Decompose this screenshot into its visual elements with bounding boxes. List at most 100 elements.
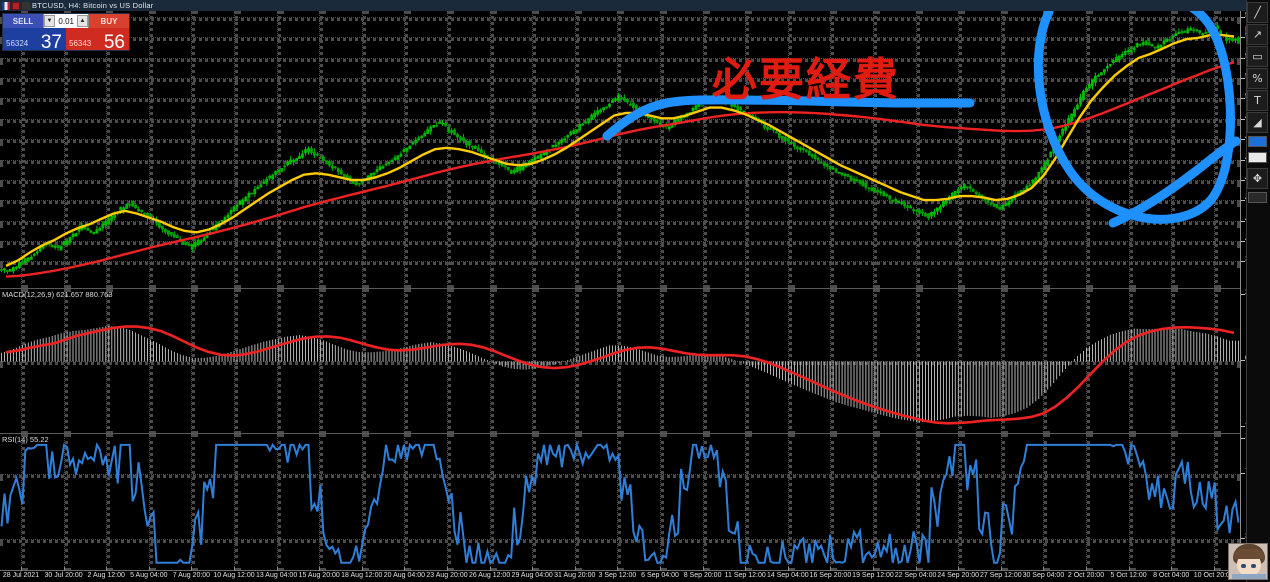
time-axis-label: 5 Aug 04:00 bbox=[130, 572, 168, 579]
time-axis-label: 16 Sep 20:00 bbox=[809, 572, 852, 579]
tick-dash bbox=[1241, 241, 1245, 243]
color-swatch-blue[interactable] bbox=[1248, 136, 1267, 147]
gridline-v bbox=[1171, 289, 1176, 434]
time-axis-tick bbox=[1086, 567, 1087, 571]
gridline-v bbox=[447, 11, 451, 288]
avatar-fringe bbox=[1234, 549, 1264, 559]
tick-dash bbox=[1241, 473, 1245, 474]
gridline-v bbox=[148, 434, 153, 571]
sell-button[interactable]: SELL bbox=[3, 14, 43, 28]
rsi-pane[interactable]: RSI(14) 55.22 bbox=[0, 433, 1240, 571]
volume-increment-button[interactable]: ▲ bbox=[77, 15, 88, 27]
window-title-bar: BTCUSD, H4: Bitcoin vs US Dollar bbox=[0, 0, 1270, 11]
window-title: BTCUSD, H4: Bitcoin vs US Dollar bbox=[32, 1, 154, 10]
buy-price-pips: 56 bbox=[103, 32, 125, 53]
buy-price-integer: 56343 bbox=[69, 39, 92, 48]
crosshair-tool[interactable]: ✥ bbox=[1247, 168, 1268, 189]
time-axis-label: 2 Aug 12:00 bbox=[87, 572, 125, 579]
gridline-v bbox=[1000, 11, 1005, 288]
gridline-v bbox=[787, 434, 792, 571]
time-axis-tick bbox=[873, 567, 874, 571]
avatar-eye-right bbox=[1251, 564, 1256, 568]
volume-value[interactable]: 0.01 bbox=[58, 16, 74, 26]
ma-fast-line bbox=[5, 33, 1235, 267]
gridline-v bbox=[148, 289, 153, 434]
macd-legend: MACD(12,26,9) 621.657 880.763 bbox=[2, 290, 113, 299]
gridline-v bbox=[915, 434, 920, 571]
rectangle-tool[interactable]: ▭ bbox=[1247, 46, 1268, 67]
time-axis-tick bbox=[830, 567, 832, 571]
gridline-v bbox=[1086, 11, 1090, 288]
tick-dash bbox=[1241, 438, 1245, 439]
trade-panel-prices: 56324 37 56343 56 bbox=[3, 28, 129, 53]
time-axis-label: 20 Aug 04:00 bbox=[383, 572, 426, 579]
volume-field[interactable]: ▼ 0.01 ▲ bbox=[43, 14, 89, 28]
gridline-v bbox=[319, 289, 324, 434]
time-axis-tick bbox=[21, 567, 22, 571]
macd-pane[interactable]: MACD(12,26,9) 621.657 880.763 bbox=[0, 288, 1240, 434]
eraser-tool[interactable]: ◢ bbox=[1247, 112, 1268, 133]
tick-dash bbox=[1241, 360, 1245, 361]
price-grid bbox=[0, 11, 1240, 288]
time-axis-label: 28 Jul 2021 bbox=[2, 572, 40, 579]
annotation-text: 必要経費 bbox=[712, 53, 901, 106]
time-axis-label: 29 Aug 04:00 bbox=[511, 572, 553, 579]
avatar-eye-left bbox=[1241, 564, 1246, 568]
time-axis-label: 3 Sep 12:00 bbox=[598, 572, 637, 579]
sell-price-pips: 37 bbox=[40, 32, 62, 53]
blue-circle-marker bbox=[1033, 11, 1235, 224]
gridline-v bbox=[745, 11, 750, 288]
time-axis-tick bbox=[1043, 567, 1045, 571]
gridline-v bbox=[1000, 434, 1005, 571]
sell-price-block[interactable]: 56324 37 bbox=[3, 28, 66, 53]
time-axis-tick bbox=[1171, 567, 1173, 571]
time-axis-label: 18 Aug 12:00 bbox=[341, 572, 383, 579]
color-swatch-dark[interactable] bbox=[1248, 192, 1267, 203]
volume-decrement-button[interactable]: ▼ bbox=[44, 15, 55, 27]
gridline-v bbox=[148, 11, 153, 288]
tick-dash bbox=[1241, 78, 1245, 80]
fibonacci-percent-tool[interactable]: % bbox=[1247, 68, 1268, 89]
candlestick-series bbox=[0, 23, 1240, 274]
gridline-v bbox=[915, 289, 920, 434]
trade-panel[interactable]: SELL ▼ 0.01 ▲ BUY 56324 37 56343 56 bbox=[2, 13, 130, 53]
gridline-v bbox=[660, 11, 664, 288]
time-axis-tick bbox=[489, 567, 491, 571]
sell-price-integer: 56324 bbox=[6, 39, 29, 48]
price-pane[interactable]: 必要経費 bbox=[0, 11, 1240, 288]
buy-button[interactable]: BUY bbox=[89, 14, 129, 28]
gridline-v bbox=[915, 11, 920, 288]
time-axis-tick bbox=[148, 567, 150, 571]
app-icon bbox=[12, 1, 20, 10]
text-tool[interactable]: T bbox=[1247, 90, 1268, 111]
ma-slow-line bbox=[5, 61, 1235, 278]
gridline-v bbox=[873, 11, 877, 288]
time-axis-tick bbox=[1213, 567, 1215, 571]
time-axis-label: 27 Sep 12:00 bbox=[979, 572, 1022, 579]
time-axis[interactable]: 28 Jul 2021 30 Jul 20:00 2 Aug 12:00 5 Aug … bbox=[0, 567, 1240, 582]
gridline-v bbox=[958, 434, 963, 571]
time-axis-tick bbox=[915, 567, 917, 571]
macd-grid bbox=[0, 289, 1240, 434]
color-swatch-white[interactable] bbox=[1248, 152, 1267, 163]
arrow-line-tool[interactable]: ↗ bbox=[1247, 24, 1268, 45]
gridline-v bbox=[1171, 11, 1176, 288]
tick-dash bbox=[1241, 426, 1245, 427]
tick-dash bbox=[1241, 37, 1245, 39]
buy-price-block[interactable]: 56343 56 bbox=[66, 28, 129, 53]
drawing-toolbar[interactable]: ╱ ↗ ▭ % T ◢ ✥ bbox=[1246, 0, 1270, 582]
gridline-v bbox=[873, 289, 877, 434]
time-axis-label: 30 Jul 20:00 bbox=[44, 572, 83, 579]
hand-drawn-annotations bbox=[602, 11, 1240, 228]
gridline-v bbox=[574, 289, 579, 434]
toolbar-divider bbox=[1246, 0, 1247, 582]
time-axis-tick bbox=[447, 567, 448, 571]
time-axis-tick bbox=[787, 567, 789, 571]
gridline-v bbox=[191, 434, 196, 571]
blue-tail-marker bbox=[1108, 136, 1240, 228]
time-axis-label: 8 Oct 04:00 bbox=[1153, 572, 1190, 579]
time-axis-label: 2 Oct 20:00 bbox=[1067, 572, 1105, 579]
trendline-tool[interactable]: ╱ bbox=[1247, 2, 1268, 23]
gridline-v bbox=[489, 434, 494, 571]
